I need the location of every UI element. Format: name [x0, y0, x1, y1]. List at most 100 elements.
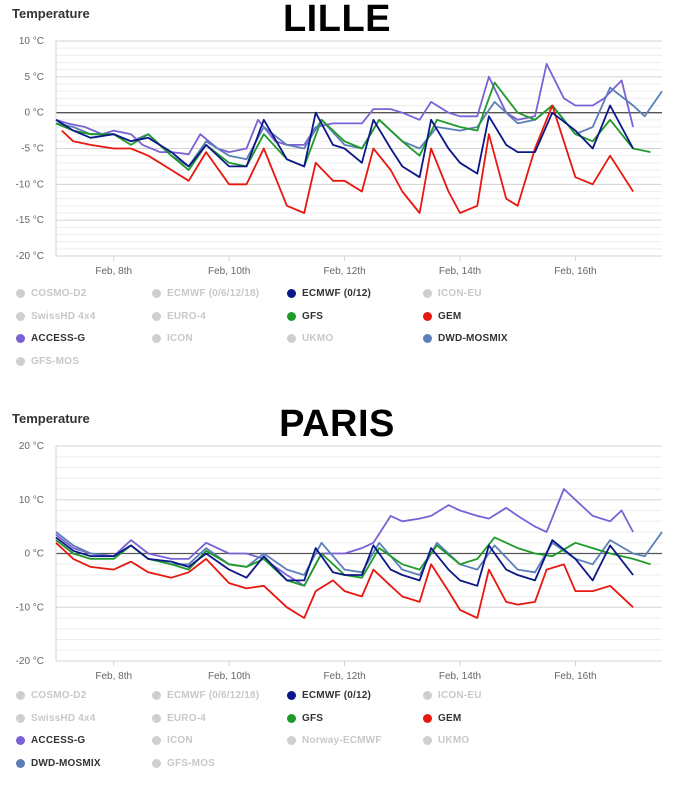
- legend-item-ecmwf-0-6-12-18[interactable]: ECMWF (0/6/12/18): [152, 288, 259, 299]
- legend-label: ICON: [167, 735, 193, 746]
- legend-item-dwd-mosmix[interactable]: DWD-MOSMIX: [423, 333, 508, 344]
- legend-dot-icon: [152, 334, 161, 343]
- legend-label: GFS: [302, 712, 324, 724]
- legend-item-dwd-mosmix[interactable]: DWD-MOSMIX: [16, 758, 101, 769]
- chart-paris: 20 °C 10 °C 0 °C -10 °C -20 °C Feb, 8th Feb, 1…: [16, 441, 663, 682]
- chart-lille: 10 °C 5 °C 0 °C -5 °C -10 °C -15 °C -20 °C Feb,…: [16, 36, 663, 277]
- legend-item-gem[interactable]: GEM: [423, 713, 461, 724]
- series-line-gem[interactable]: [55, 542, 634, 619]
- legend-dot-icon: [287, 713, 296, 723]
- legend-dot-icon: [16, 289, 25, 298]
- chart-panel-lille: 10 °C 5 °C 0 °C -5 °C -10 °C -15 °C -20 °C Feb,…: [12, 0, 663, 367]
- y-tick-label: -5 °C: [21, 144, 44, 155]
- series-line-gem[interactable]: [61, 104, 634, 214]
- legend-label: SwissHD 4x4: [31, 712, 96, 724]
- legend-item-ecmwf-0-6-12-18[interactable]: ECMWF (0/6/12/18): [152, 690, 259, 701]
- gridlines: [55, 40, 662, 257]
- chart-title-lille: LILLE: [282, 0, 392, 40]
- legend-dot-icon: [152, 736, 161, 745]
- legend-label: ACCESS-G: [31, 735, 86, 746]
- x-tick-label: Feb, 16th: [554, 266, 596, 277]
- legend-item-access-g[interactable]: ACCESS-G: [16, 735, 85, 746]
- series-line-gfs[interactable]: [55, 536, 651, 587]
- legend-dot-icon: [152, 289, 161, 298]
- legend-item-icon[interactable]: ICON: [152, 333, 193, 344]
- legend-label: ACCESS-G: [31, 333, 86, 344]
- legend-item-gfs-mos[interactable]: GFS-MOS: [152, 758, 215, 769]
- legend-label: ECMWF (0/6/12/18): [167, 690, 260, 701]
- y-tick-label: -20 °C: [16, 251, 44, 262]
- legend-dot-icon: [423, 311, 432, 321]
- legend-dot-icon: [423, 736, 432, 745]
- series-line-gfs[interactable]: [55, 81, 651, 171]
- legend-item-gem[interactable]: GEM: [423, 311, 461, 322]
- legend-dot-icon: [16, 311, 25, 321]
- legend-dot-icon: [152, 758, 161, 768]
- legend-label: ECMWF (0/12): [302, 690, 372, 701]
- legend-label: GFS-MOS: [31, 355, 80, 367]
- legend-item-icon-eu[interactable]: ICON-EU: [423, 288, 482, 299]
- legend-dot-icon: [423, 713, 432, 723]
- legend-item-icon[interactable]: ICON: [152, 735, 193, 746]
- legend-label: ICON: [167, 333, 193, 344]
- legend-label: UKMO: [438, 735, 470, 746]
- series-line-ecmwf-0-12[interactable]: [55, 536, 634, 587]
- legend-item-swisshd-4x4[interactable]: SwissHD 4x4: [16, 713, 95, 724]
- legend-dot-icon: [16, 691, 25, 700]
- chart-panel-paris: 20 °C 10 °C 0 °C -10 °C -20 °C Feb, 8th Feb, 1…: [0, 403, 674, 790]
- y-tick-label: 20 °C: [19, 441, 44, 452]
- legend-item-icon-eu[interactable]: ICON-EU: [423, 690, 482, 701]
- legend-dot-icon: [287, 691, 296, 700]
- legend-item-euro-4[interactable]: EURO-4: [152, 713, 206, 724]
- legend-item-norway-ecmwf[interactable]: Norway-ECMWF: [287, 735, 382, 746]
- legend-dot-icon: [287, 311, 296, 321]
- x-tick-label: Feb, 8th: [95, 266, 132, 277]
- legend-dot-icon: [16, 713, 25, 723]
- x-tick-label: Feb, 14th: [439, 671, 481, 682]
- legend-label: ECMWF (0/12): [302, 288, 372, 299]
- legend-label: Norway-ECMWF: [302, 735, 382, 746]
- legend-item-ecmwf-0-12[interactable]: ECMWF (0/12): [287, 288, 371, 299]
- y-tick-label: -15 °C: [16, 215, 44, 226]
- legend-label: DWD-MOSMIX: [438, 333, 508, 344]
- legend-label: UKMO: [302, 333, 334, 344]
- legend-item-cosmo-d2[interactable]: COSMO-D2: [16, 288, 87, 299]
- y-axis-title: Temperature: [12, 411, 90, 426]
- legend-dot-icon: [16, 758, 25, 768]
- legend-item-cosmo-d2[interactable]: COSMO-D2: [16, 690, 87, 701]
- legend-label: ICON-EU: [438, 690, 482, 701]
- legend-label: ICON-EU: [438, 288, 482, 299]
- legend-dot-icon: [287, 334, 296, 343]
- series-line-ecmwf-0-12[interactable]: [55, 104, 634, 179]
- y-tick-label: -20 °C: [16, 656, 44, 667]
- legend-dot-icon: [423, 334, 432, 343]
- y-tick-label: 10 °C: [19, 495, 44, 506]
- legend-label: DWD-MOSMIX: [31, 757, 101, 769]
- y-tick-label: -10 °C: [16, 179, 44, 190]
- legend-item-gfs[interactable]: GFS: [287, 713, 323, 724]
- legend-item-euro-4[interactable]: EURO-4: [152, 311, 206, 322]
- legend-dot-icon: [16, 736, 25, 745]
- series-line-access-g[interactable]: [55, 488, 634, 587]
- legend-dot-icon: [152, 691, 161, 700]
- y-axis-title: Temperature: [12, 6, 90, 21]
- legend-dot-icon: [423, 289, 432, 298]
- legend-item-access-g[interactable]: ACCESS-G: [16, 333, 85, 344]
- x-tick-label: Feb, 10th: [208, 266, 250, 277]
- legend-label: COSMO-D2: [31, 288, 87, 299]
- legend-item-swisshd-4x4[interactable]: SwissHD 4x4: [16, 311, 95, 322]
- y-tick-label: -10 °C: [16, 602, 44, 613]
- legend-item-gfs[interactable]: GFS: [287, 311, 323, 322]
- y-tick-label: 10 °C: [19, 36, 44, 47]
- legend-item-gfs-mos[interactable]: GFS-MOS: [16, 356, 79, 367]
- legend-dot-icon: [16, 356, 25, 366]
- chart-title-paris: PARIS: [279, 403, 395, 445]
- x-tick-label: Feb, 16th: [554, 671, 596, 682]
- legend-item-ecmwf-0-12[interactable]: ECMWF (0/12): [287, 690, 371, 701]
- series-line-access-g[interactable]: [55, 63, 634, 156]
- legend-item-ukmo[interactable]: UKMO: [423, 735, 469, 746]
- legend-item-ukmo[interactable]: UKMO: [287, 333, 333, 344]
- x-tick-label: Feb, 12th: [323, 671, 365, 682]
- y-tick-label: 0 °C: [24, 108, 44, 119]
- x-tick-label: Feb, 8th: [95, 671, 132, 682]
